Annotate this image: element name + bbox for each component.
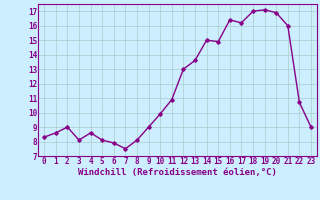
X-axis label: Windchill (Refroidissement éolien,°C): Windchill (Refroidissement éolien,°C) [78, 168, 277, 177]
